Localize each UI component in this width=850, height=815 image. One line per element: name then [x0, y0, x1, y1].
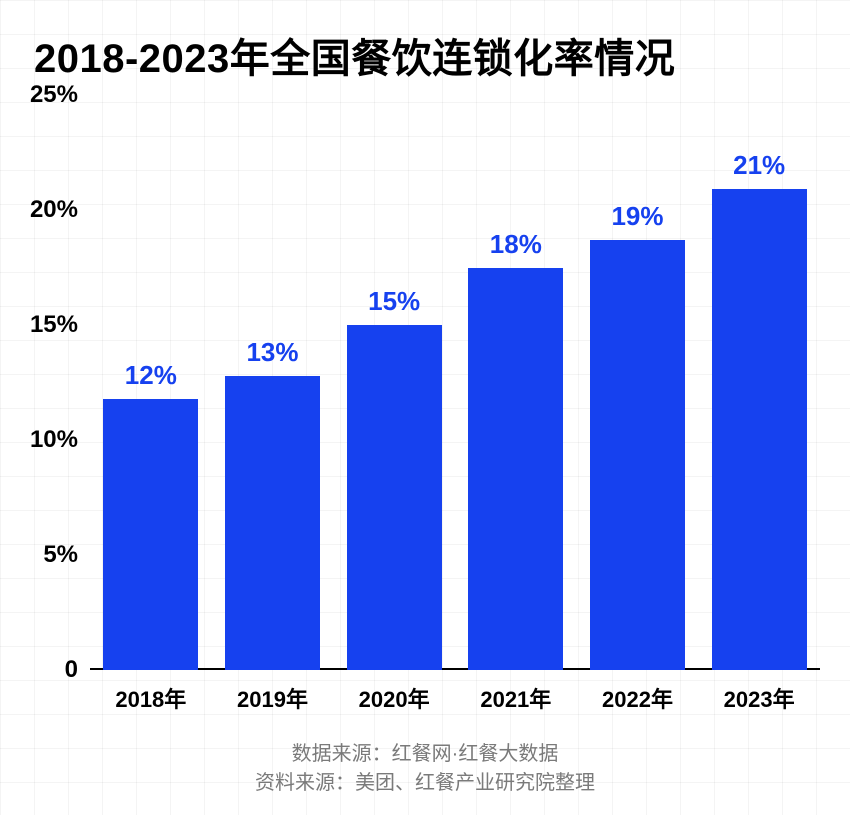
bar: 15%	[347, 325, 442, 670]
source-footer: 数据来源：红餐网·红餐大数据 资料来源：美团、红餐产业研究院整理	[0, 740, 850, 798]
x-tick-label: 2019年	[237, 682, 308, 714]
y-tick-label: 20%	[30, 196, 78, 224]
y-tick-label: 25%	[30, 81, 78, 109]
bar-value-label: 21%	[733, 150, 785, 181]
y-tick-label: 10%	[30, 426, 78, 454]
bar: 12%	[103, 399, 198, 670]
x-axis-line	[90, 668, 820, 670]
x-tick-label: 2021年	[480, 682, 551, 714]
y-tick-label: 15%	[30, 311, 78, 339]
y-tick-label: 0	[65, 656, 78, 684]
bar-value-label: 19%	[611, 201, 663, 232]
bar: 18%	[468, 268, 563, 671]
bar-value-label: 13%	[246, 337, 298, 368]
bar-value-label: 12%	[125, 360, 177, 391]
bar-value-label: 18%	[490, 229, 542, 260]
x-tick-label: 2020年	[359, 682, 430, 714]
plot-area: 05%10%15%20%25%12%2018年13%2019年15%2020年1…	[90, 95, 820, 670]
bar: 21%	[712, 189, 807, 670]
x-tick-label: 2023年	[724, 682, 795, 714]
y-tick-label: 5%	[43, 541, 78, 569]
x-tick-label: 2022年	[602, 682, 673, 714]
footer-line-2: 资料来源：美团、红餐产业研究院整理	[0, 769, 850, 798]
footer-line-1: 数据来源：红餐网·红餐大数据	[0, 740, 850, 769]
bar-value-label: 15%	[368, 286, 420, 317]
bar: 13%	[225, 376, 320, 670]
x-tick-label: 2018年	[115, 682, 186, 714]
bar: 19%	[590, 240, 685, 670]
chart-title: 2018-2023年全国餐饮连锁化率情况	[34, 26, 675, 84]
